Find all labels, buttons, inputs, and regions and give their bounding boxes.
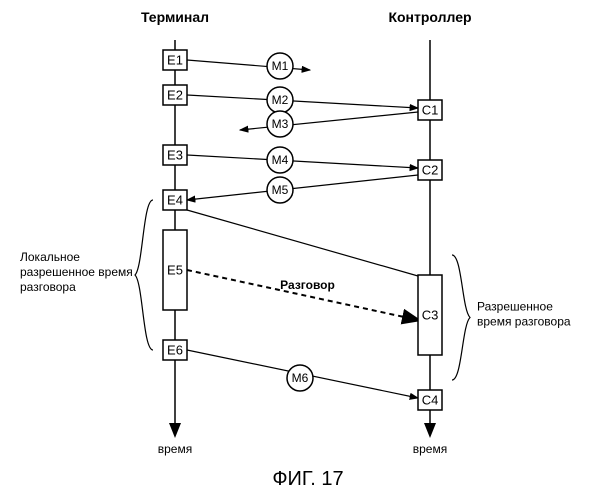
message-arrow-m5 [187,175,418,200]
left-side-label-line: Локальное [20,250,80,264]
controller-node-label-c3: C3 [422,308,439,323]
message-label-m2: M2 [272,93,289,107]
terminal-node-label-e6: E6 [167,343,183,358]
terminal-node-label-e4: E4 [167,193,183,208]
controller-header: Контроллер [388,9,471,25]
time-label-right: время [413,442,447,456]
terminal-node-label-e2: E2 [167,88,183,103]
time-label-left: время [158,442,192,456]
controller-node-label-c4: C4 [422,393,439,408]
terminal-node-label-e3: E3 [167,148,183,163]
terminal-header: Терминал [141,9,209,25]
left-brace [135,200,153,350]
message-arrow-m4 [187,155,418,168]
message-arrow-m2 [187,95,418,108]
controller-node-label-c1: C1 [422,103,439,118]
left-side-label-line: разговора [20,280,76,294]
controller-node-label-c2: C2 [422,163,439,178]
connection-line [187,210,418,276]
message-label-m1: M1 [272,59,289,73]
figure-label: ФИГ. 17 [272,468,343,490]
message-label-m5: M5 [272,183,289,197]
message-label-m3: M3 [272,117,289,131]
talk-label: Разговор [280,278,335,292]
message-label-m6: M6 [292,371,309,385]
terminal-node-label-e1: E1 [167,53,183,68]
message-label-m4: M4 [272,153,289,167]
right-brace [452,255,470,380]
terminal-node-label-e5: E5 [167,263,183,278]
right-side-label-line: Разрешенное [477,300,553,314]
left-side-label-line: разрешенное время [20,265,133,279]
sequence-diagram: Терминал Контроллер время время Разговор E1 E2… [0,0,616,500]
right-side-label-line: время разговора [477,315,571,329]
